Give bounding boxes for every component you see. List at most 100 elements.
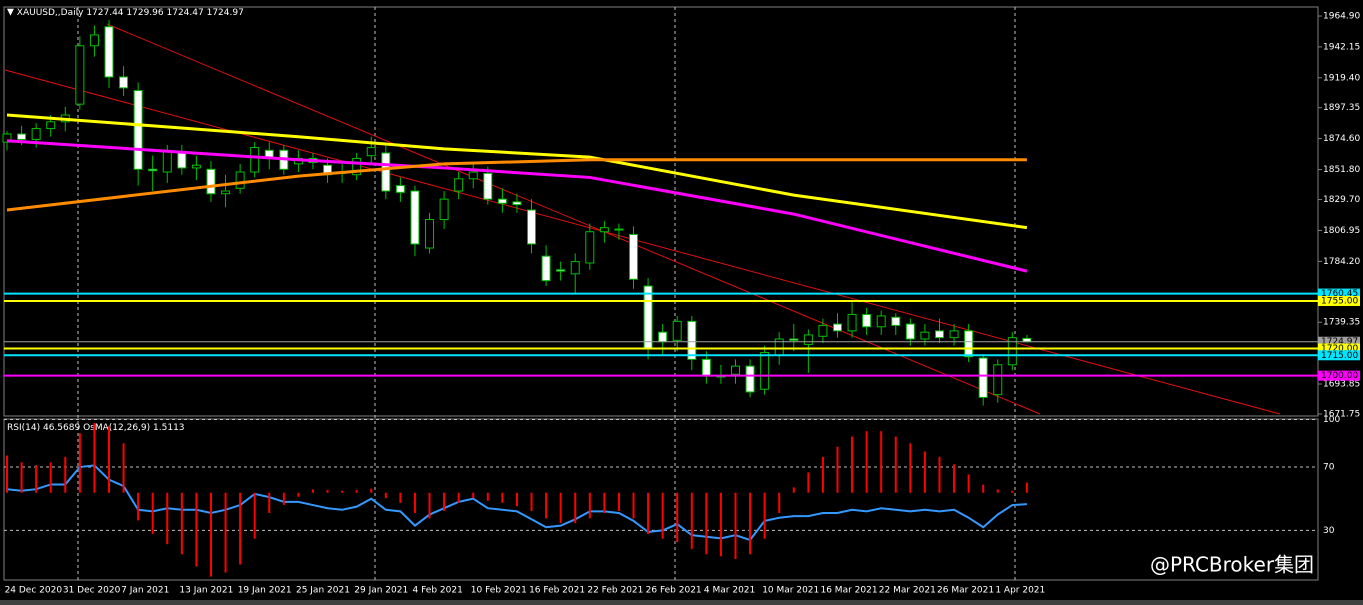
x-tick-label: 16 Mar 2021 [820,586,877,596]
candle-body [527,209,537,245]
candle-body [920,331,930,340]
candle-body [570,261,580,275]
osma-bar [137,492,140,521]
candle-body [75,45,85,105]
osma-bar [457,492,460,503]
osma-bar [224,492,227,573]
candle-body [1022,337,1032,343]
osma-bar [617,492,620,511]
osma-bar [909,443,912,493]
x-tick-label: 10 Feb 2021 [471,586,527,596]
candle-body [512,201,522,206]
osma-bar [282,492,285,505]
y-tick-label: 1897.35 [1323,103,1360,113]
candle-body [629,233,639,280]
osma-bar [851,436,854,493]
osma-bar [923,451,926,493]
osma-bar [151,492,154,534]
candle-body [381,152,391,192]
candle-body [221,190,231,195]
osma-bar [326,490,329,493]
osma-bar [1025,482,1028,493]
osma-bar [545,492,548,519]
osma-bar [749,492,752,555]
level-label-bg [1318,295,1360,306]
level-label: 1724.97 [1321,337,1358,347]
candle-body [672,320,682,341]
osma-bar [239,492,242,565]
osma-bar [661,492,664,539]
osma-bar [49,462,52,493]
osma-bar [559,492,562,524]
osma-bar [690,492,693,549]
candle-body [643,285,653,349]
osma-bar [180,492,183,555]
y-tick-label: 1964.90 [1323,12,1360,22]
candle-body [483,172,493,200]
osma-bar [1011,490,1014,493]
candle-body [89,34,99,47]
candle-body [876,315,886,328]
candle-body [395,185,405,193]
rsi-line [6,464,1027,542]
candle-body [905,323,915,340]
x-tick-label: 25 Jan 2021 [296,586,350,596]
x-tick-label: 4 Feb 2021 [413,586,463,596]
candle-body [119,76,129,89]
osma-bar [719,492,722,557]
candle-body [148,168,158,172]
candle-body [847,314,857,332]
osma-bar [588,492,591,519]
osma-bar [996,489,999,493]
x-tick-label: 7 Jan 2021 [121,586,169,596]
osma-bar [384,492,387,499]
osma-bar [443,492,446,511]
osma-bar [268,492,271,514]
candle-body [250,147,260,173]
osma-bar [676,492,679,543]
y-tick-label: 1919.40 [1323,73,1360,83]
level-label: 1755.00 [1321,296,1358,306]
moving-average [6,158,1027,212]
level-label-bg [1318,336,1360,347]
osma-bar [472,492,475,499]
osma-bar [35,465,38,493]
indicator-frame [3,418,1319,581]
candle-body [760,352,770,390]
candle-body [191,164,201,169]
osma-bar [311,489,314,493]
osma-bar [78,433,81,493]
y-tick-label: 1739.35 [1323,318,1360,328]
candle-body [410,190,420,245]
candle-body [731,365,740,375]
x-tick-label: 29 Jan 2021 [354,586,408,596]
candle-body [104,26,114,78]
candle-body [468,171,478,180]
osma-bar [705,492,708,555]
candle-body [454,178,464,192]
x-tick-label: 10 Mar 2021 [762,586,819,596]
osma-bar [253,492,256,539]
candle-body [366,147,376,157]
osma-bar [20,462,23,493]
x-tick-label: 24 Dec 2020 [5,586,63,596]
y-tick-label: 1806.95 [1323,226,1360,236]
osma-bar [515,492,518,507]
level-label-bg [1318,343,1360,354]
osma-bar [647,492,650,534]
osma-bar [603,492,606,514]
osma-bar [93,423,96,493]
level-label: 1715.00 [1321,351,1358,361]
osma-bar [486,492,489,501]
candle-body [31,128,41,140]
osma-bar [982,484,985,493]
main-frame [3,6,1319,417]
osma-bar [107,426,110,493]
moving-average [6,139,1028,273]
candle-body [1007,337,1017,366]
y-tick-label: 30 [1323,526,1335,536]
x-tick-label: 16 Feb 2021 [529,586,585,596]
moving-average [6,113,1028,230]
y-tick-label: 1829.70 [1323,195,1360,205]
